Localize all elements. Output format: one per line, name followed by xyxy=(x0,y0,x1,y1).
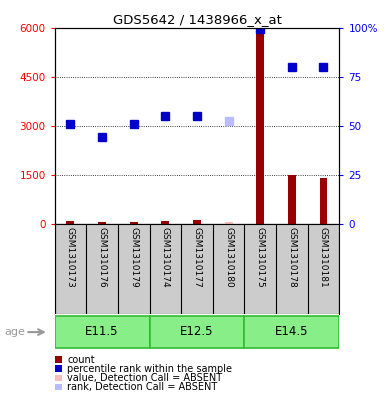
Text: age: age xyxy=(4,327,25,337)
Bar xyxy=(98,222,106,224)
Bar xyxy=(130,222,138,224)
Bar xyxy=(256,31,264,224)
Text: count: count xyxy=(67,354,95,365)
Text: E14.5: E14.5 xyxy=(275,325,308,338)
Text: GSM1310181: GSM1310181 xyxy=(319,227,328,287)
Text: GSM1310179: GSM1310179 xyxy=(129,227,138,287)
Bar xyxy=(193,220,201,224)
Text: GSM1310178: GSM1310178 xyxy=(287,227,296,287)
Text: value, Detection Call = ABSENT: value, Detection Call = ABSENT xyxy=(67,373,223,383)
Text: E11.5: E11.5 xyxy=(85,325,119,338)
Bar xyxy=(225,222,232,224)
Title: GDS5642 / 1438966_x_at: GDS5642 / 1438966_x_at xyxy=(112,13,282,26)
Bar xyxy=(288,175,296,224)
Bar xyxy=(55,316,149,348)
Bar xyxy=(245,316,339,348)
Text: E12.5: E12.5 xyxy=(180,325,214,338)
Bar xyxy=(161,221,169,224)
Bar xyxy=(66,221,74,224)
Text: percentile rank within the sample: percentile rank within the sample xyxy=(67,364,232,374)
Bar xyxy=(149,316,245,348)
Text: GSM1310177: GSM1310177 xyxy=(192,227,202,287)
Text: GSM1310180: GSM1310180 xyxy=(224,227,233,287)
Text: rank, Detection Call = ABSENT: rank, Detection Call = ABSENT xyxy=(67,382,218,392)
Text: GSM1310173: GSM1310173 xyxy=(66,227,75,287)
Text: GSM1310176: GSM1310176 xyxy=(98,227,106,287)
Text: GSM1310174: GSM1310174 xyxy=(161,227,170,287)
Text: GSM1310175: GSM1310175 xyxy=(256,227,265,287)
Bar xyxy=(319,178,328,224)
